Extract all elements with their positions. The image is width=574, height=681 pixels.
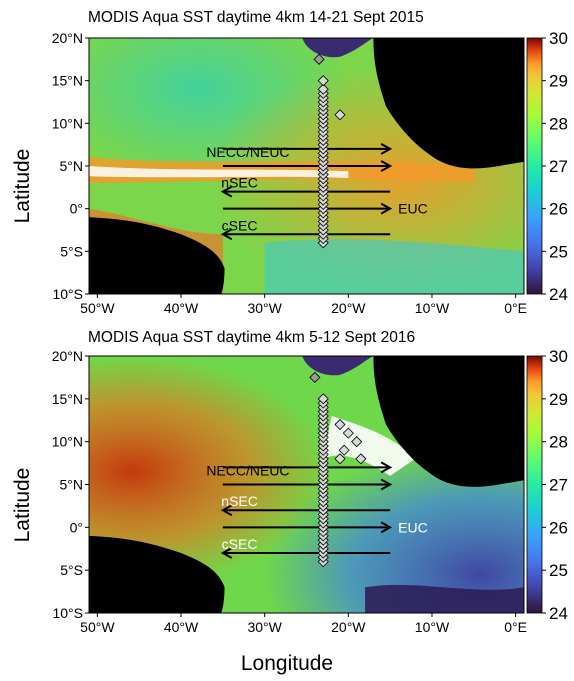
x-tick-label: 30°W [247, 300, 282, 316]
current-arrowhead [220, 504, 233, 517]
colorbar-tick-label: 26 [549, 518, 568, 537]
station-marker [342, 427, 354, 439]
colorbar-tick-label: 24 [549, 285, 568, 304]
chart-title-2016: MODIS Aqua SST daytime 4km 5-12 Sept 201… [88, 329, 416, 346]
x-tick-label: 40°W [164, 619, 199, 635]
current-label: EUC [398, 519, 428, 535]
colorbar-tick-label: 28 [549, 114, 568, 133]
sst-map-2015: NECC/NEUC nSEC EUC cSEC [89, 38, 524, 294]
missing-data [89, 166, 349, 178]
current-arrowhead [220, 228, 233, 241]
station-marker [334, 418, 346, 431]
current-label: nSEC [221, 493, 258, 509]
y-tick-label: 5°S [60, 562, 83, 578]
current-label: NECC/NEUC [206, 462, 289, 478]
current-label: EUC [398, 201, 428, 217]
station-marker [317, 393, 329, 405]
x-tick-label: 40°W [164, 300, 199, 316]
colorbar-tick-label: 30 [549, 29, 568, 48]
station-marker [334, 453, 346, 465]
current-label: NECC/NEUC [206, 144, 289, 160]
colorbar-tick-label: 29 [549, 72, 568, 91]
station-marker [313, 53, 325, 65]
colorbar [526, 37, 543, 295]
station-marker [317, 75, 329, 87]
chart-title-2015: MODIS Aqua SST daytime 4km 14-21 Sept 20… [88, 9, 424, 26]
x-tick-label: 50°W [80, 619, 115, 635]
station-marker [317, 83, 329, 95]
sst-map-2016: NECC/NEUC nSEC EUC cSEC [89, 356, 524, 613]
current-label: cSEC [222, 217, 258, 233]
y-tick-label: 10°S [52, 605, 83, 621]
station-marker [309, 371, 321, 383]
sst-cold-upwelling [302, 38, 374, 58]
y-tick-label: 10°N [52, 115, 83, 131]
station-marker [338, 444, 350, 456]
y-tick-label: 5°S [60, 243, 83, 259]
land-africa [373, 356, 524, 487]
y-tick-label: 10°S [52, 286, 83, 302]
y-tick-label: 10°N [52, 434, 83, 450]
y-tick-label: 20°N [52, 348, 83, 364]
current-arrowhead [220, 185, 233, 198]
y-tick-label: 15°N [52, 73, 83, 89]
colorbar-tick-label: 29 [549, 390, 568, 409]
current-arrowhead [380, 143, 393, 155]
x-tick-label: 10°W [415, 300, 450, 316]
y-tick-label: 20°N [52, 30, 83, 46]
colorbar-tick-label: 25 [549, 561, 568, 580]
current-arrowhead [380, 478, 393, 491]
colorbar-tick-label: 27 [549, 157, 568, 176]
land-south-america [89, 535, 225, 613]
colorbar-tick-label: 24 [549, 604, 568, 623]
y-tick-label: 5°N [60, 477, 84, 493]
current-arrowhead [380, 202, 393, 215]
colorbar-tick-label: 27 [549, 476, 568, 495]
current-arrowhead [380, 160, 393, 172]
sst-cool-south [264, 239, 524, 294]
current-label: nSEC [221, 175, 258, 191]
x-tick-label: 10°W [415, 619, 450, 635]
y-tick-label: 0° [70, 519, 83, 535]
x-tick-label: 30°W [247, 619, 282, 635]
colorbar-tick-label: 30 [549, 347, 568, 366]
x-tick-label: 0°E [504, 300, 527, 316]
x-tick-label: 20°W [331, 619, 366, 635]
colorbar-tick-label: 26 [549, 200, 568, 219]
x-axis-label: Longitude [240, 652, 334, 675]
colorbar [526, 355, 543, 614]
current-arrowhead [380, 461, 393, 474]
station-marker [334, 109, 346, 121]
y-tick-label: 5°N [60, 158, 84, 174]
station-marker [355, 453, 367, 465]
y-tick-label: 15°N [52, 391, 83, 407]
x-tick-label: 20°W [331, 300, 366, 316]
current-label: cSEC [222, 536, 258, 552]
colorbar-tick-label: 25 [549, 242, 568, 261]
current-arrowhead [380, 521, 393, 534]
x-tick-label: 0°E [504, 619, 527, 635]
x-tick-label: 50°W [80, 300, 115, 316]
land-africa [373, 38, 524, 169]
y-tick-label: 0° [70, 201, 83, 217]
colorbar-tick-label: 28 [549, 433, 568, 452]
station-marker [351, 436, 363, 448]
land-south-america [89, 217, 225, 294]
sst-coldest-region [365, 584, 524, 613]
sst-cold-upwelling [302, 356, 374, 376]
current-arrowhead [220, 547, 233, 559]
